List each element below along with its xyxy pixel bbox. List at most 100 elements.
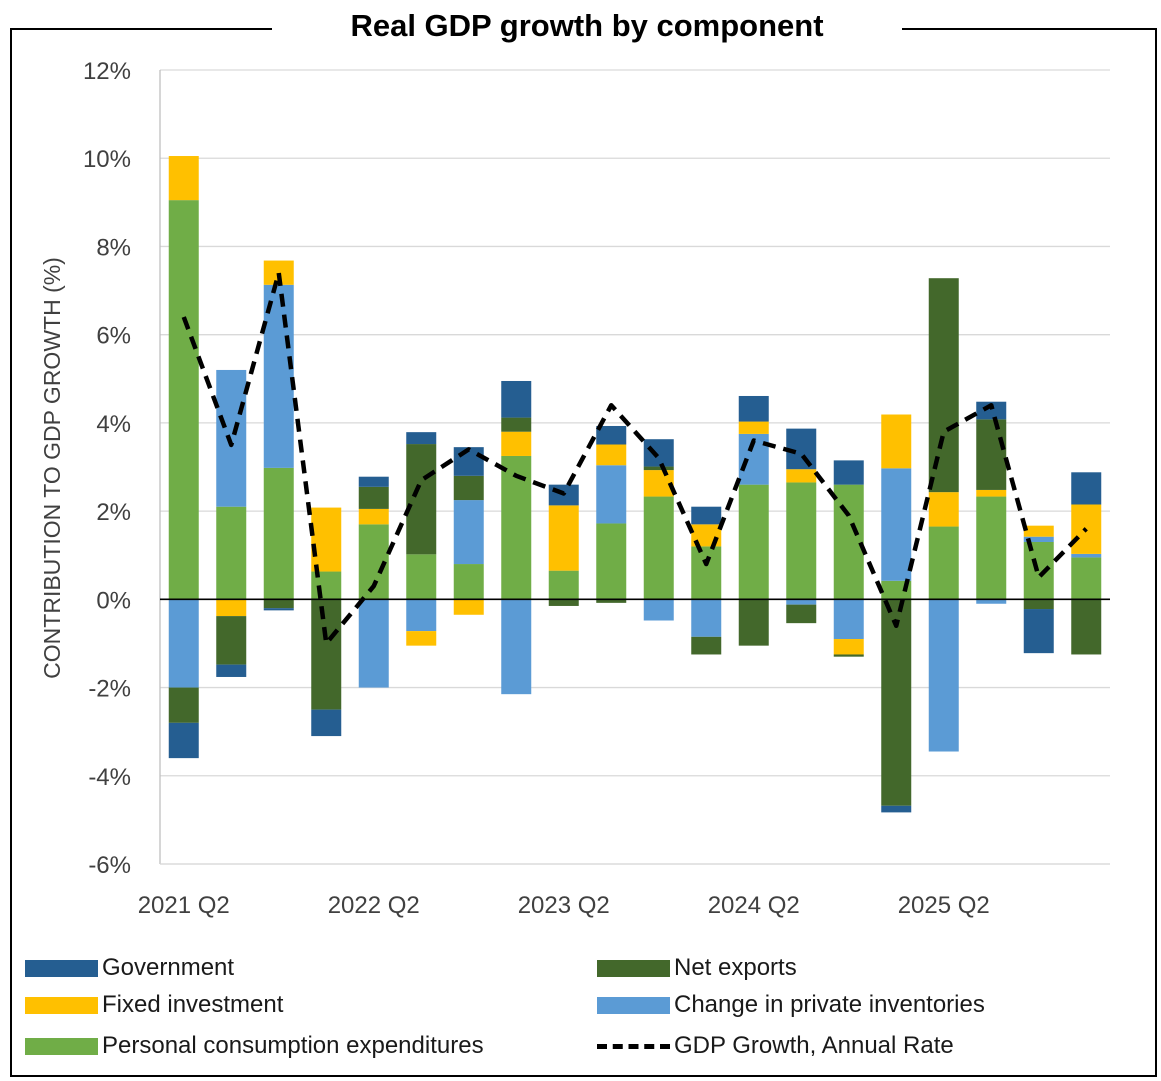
legend-label: Personal consumption expenditures xyxy=(102,1032,484,1059)
bar-government-4 xyxy=(358,476,389,487)
bar-net-exports-7 xyxy=(501,417,532,432)
y-tick-label: -6% xyxy=(88,852,131,879)
y-axis-ticks: 12% 10% 8% 6% 4% 2% 0% -2% -4% -6% xyxy=(83,58,131,879)
bar-change-in-private-inventories-1 xyxy=(216,369,247,507)
bar-government-12 xyxy=(738,395,769,422)
bar-change-in-private-inventories-4 xyxy=(358,599,389,688)
bar-change-in-private-inventories-13 xyxy=(786,599,817,605)
bar-change-in-private-inventories-6 xyxy=(453,500,484,565)
bar-personal-consumption-expenditures-17 xyxy=(976,496,1007,600)
bar-net-exports-0 xyxy=(168,687,199,723)
bar-change-in-private-inventories-7 xyxy=(501,599,532,695)
bar-personal-consumption-expenditures-9 xyxy=(596,523,627,600)
y-tick-label: 8% xyxy=(96,234,131,261)
y-tick-label: 0% xyxy=(96,587,131,614)
bar-fixed-investment-1 xyxy=(216,599,247,617)
bar-personal-consumption-expenditures-1 xyxy=(216,506,247,600)
bar-net-exports-2 xyxy=(263,599,294,609)
x-tick-label: 2021 Q2 xyxy=(138,892,230,919)
bar-fixed-investment-16 xyxy=(928,492,959,527)
y-tick-label: 10% xyxy=(83,146,131,173)
bar-government-14 xyxy=(833,460,864,485)
bar-net-exports-11 xyxy=(691,636,722,655)
legend-label: Fixed investment xyxy=(102,991,284,1018)
bar-government-7 xyxy=(501,380,532,418)
bar-personal-consumption-expenditures-11 xyxy=(691,546,722,600)
bar-net-exports-10 xyxy=(643,466,674,471)
x-tick-label: 2023 Q2 xyxy=(518,892,610,919)
bar-change-in-private-inventories-10 xyxy=(643,599,674,621)
bar-net-exports-4 xyxy=(358,486,389,509)
bar-fixed-investment-3 xyxy=(311,507,342,572)
bar-government-0 xyxy=(168,722,199,759)
bar-personal-consumption-expenditures-13 xyxy=(786,482,817,600)
bar-fixed-investment-0 xyxy=(168,156,199,201)
bar-fixed-investment-7 xyxy=(501,431,532,456)
y-tick-label: 6% xyxy=(96,323,131,350)
y-tick-label: -4% xyxy=(88,764,131,791)
bar-government-5 xyxy=(406,432,437,445)
axes xyxy=(159,70,1110,865)
bar-fixed-investment-6 xyxy=(453,599,484,615)
y-tick-label: -2% xyxy=(88,676,131,703)
bar-change-in-private-inventories-5 xyxy=(406,599,437,632)
y-tick-label: 2% xyxy=(96,499,131,526)
bars xyxy=(168,156,1102,813)
bar-fixed-investment-14 xyxy=(833,639,864,655)
bar-net-exports-19 xyxy=(1071,599,1102,655)
gdp-growth-line xyxy=(181,270,1088,646)
legend-swatch xyxy=(597,960,670,977)
bar-personal-consumption-expenditures-2 xyxy=(263,467,294,600)
x-tick-label: 2022 Q2 xyxy=(328,892,420,919)
legend-dash-swatch xyxy=(597,1044,670,1049)
bar-personal-consumption-expenditures-14 xyxy=(833,484,864,600)
bar-government-19 xyxy=(1071,472,1102,505)
bar-change-in-private-inventories-2 xyxy=(263,284,294,468)
bar-personal-consumption-expenditures-6 xyxy=(453,564,484,600)
bar-change-in-private-inventories-15 xyxy=(881,468,912,581)
bar-change-in-private-inventories-17 xyxy=(976,599,1007,604)
bar-government-18 xyxy=(1023,609,1054,654)
bar-change-in-private-inventories-9 xyxy=(596,465,627,524)
gdp-line xyxy=(181,270,1088,646)
bar-net-exports-18 xyxy=(1023,599,1054,610)
bar-change-in-private-inventories-19 xyxy=(1071,553,1102,558)
bar-personal-consumption-expenditures-8 xyxy=(548,570,579,600)
bar-personal-consumption-expenditures-16 xyxy=(928,526,959,600)
legend-label: Net exports xyxy=(674,954,797,981)
bar-government-15 xyxy=(881,805,912,813)
bar-fixed-investment-4 xyxy=(358,508,389,525)
bar-personal-consumption-expenditures-0 xyxy=(168,200,199,600)
bar-net-exports-8 xyxy=(548,599,579,606)
chart-title: Real GDP growth by component xyxy=(272,6,902,46)
bar-fixed-investment-8 xyxy=(548,505,579,571)
bar-personal-consumption-expenditures-5 xyxy=(406,554,437,600)
bar-change-in-private-inventories-18 xyxy=(1023,536,1054,542)
legend-label: Change in private inventories xyxy=(674,991,985,1018)
bar-fixed-investment-17 xyxy=(976,489,1007,497)
bar-change-in-private-inventories-14 xyxy=(833,599,864,640)
bar-net-exports-17 xyxy=(976,419,1007,490)
bar-government-17 xyxy=(976,401,1007,420)
bar-net-exports-9 xyxy=(596,599,627,603)
bar-net-exports-12 xyxy=(738,599,769,646)
bar-net-exports-14 xyxy=(833,654,864,657)
bar-personal-consumption-expenditures-10 xyxy=(643,496,674,600)
bar-fixed-investment-18 xyxy=(1023,525,1054,537)
bar-net-exports-3 xyxy=(311,599,342,710)
bar-personal-consumption-expenditures-7 xyxy=(501,455,532,600)
legend-label: Government xyxy=(102,954,235,981)
bar-government-1 xyxy=(216,664,247,677)
bar-fixed-investment-5 xyxy=(406,631,437,646)
bar-net-exports-5 xyxy=(406,444,437,555)
bar-fixed-investment-15 xyxy=(881,414,912,469)
bar-government-2 xyxy=(263,608,294,611)
bar-fixed-investment-12 xyxy=(738,421,769,434)
x-tick-label: 2024 Q2 xyxy=(708,892,800,919)
y-tick-label: 12% xyxy=(83,58,131,85)
bar-fixed-investment-9 xyxy=(596,444,627,466)
legend-swatch xyxy=(25,960,98,977)
y-tick-label: 4% xyxy=(96,411,131,438)
bar-personal-consumption-expenditures-19 xyxy=(1071,557,1102,600)
